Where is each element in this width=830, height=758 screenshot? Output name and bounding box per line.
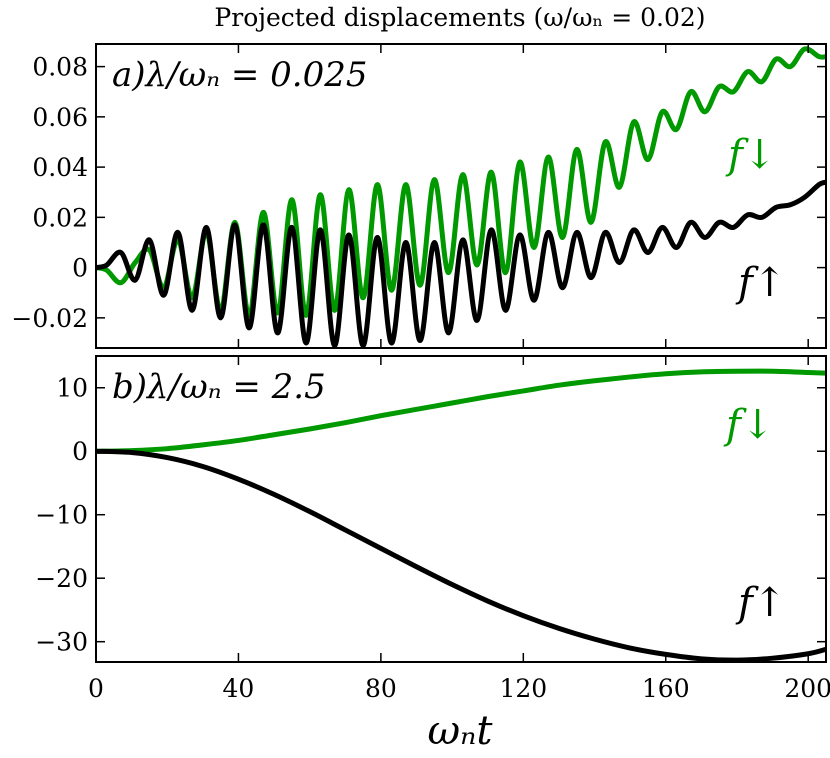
panel-b-label-fup: f↑ [735,580,786,626]
panel-b-label-fdown: f↓ [723,402,774,448]
panel-b-ytick-label: −10 [35,501,88,530]
panel-b-xtick-label: 200 [784,674,830,703]
panel-a-ytick-label: 0.02 [32,203,88,232]
panel-a-label-fup: f↑ [735,260,786,306]
panel-a-ytick-label: 0.06 [32,103,88,132]
panel-b-series-fdown-line [96,368,826,454]
panel-b-ytick-label: −30 [35,628,88,657]
panel-a-series-fup-line [96,179,826,348]
panel-b-frame [95,355,827,663]
panel-b-xtick-label: 80 [365,674,397,703]
panel-a-ytick-label: 0.08 [32,53,88,82]
panel-a-ytick-label: −0.02 [11,304,88,333]
panel-a: −0.02 0 0.02 0.04 0.06 0.08 a)λ/ωₙ = 0.025 f↓… [11,43,827,349]
panel-b-ytick-label: −20 [35,564,88,593]
panel-b-ticks: −30 −20 −10 0 10 0 40 80 120 160 200 [35,356,830,703]
panel-b-series-fup-line [96,448,826,662]
panel-b-lines [96,368,826,662]
figure-title: Projected displacements (ω/ωₙ = 0.02) [214,3,705,32]
panel-b-xtick-label: 160 [642,674,690,703]
panel-a-ytick-label: 0.04 [32,153,88,182]
panel-b-xtick-label: 120 [499,674,547,703]
panel-a-frame [95,43,827,349]
panel-b-ytick-label: 0 [72,437,88,466]
panel-a-ytick-label: 0 [72,254,88,283]
panel-b-ytick-label: 10 [56,374,88,403]
panel-b-xtick-label: 0 [88,674,104,703]
panel-a-ticks: −0.02 0 0.02 0.04 0.06 0.08 [11,44,826,348]
panel-b-label: b)λ/ωₙ = 2.5 [112,367,326,407]
panel-a-lines [96,46,826,348]
panel-a-label-fdown: f↓ [725,132,776,178]
panel-a-label: a)λ/ωₙ = 0.025 [112,55,367,95]
x-axis-label: ωₙt [428,708,494,753]
panel-b-xtick-label: 40 [223,674,255,703]
